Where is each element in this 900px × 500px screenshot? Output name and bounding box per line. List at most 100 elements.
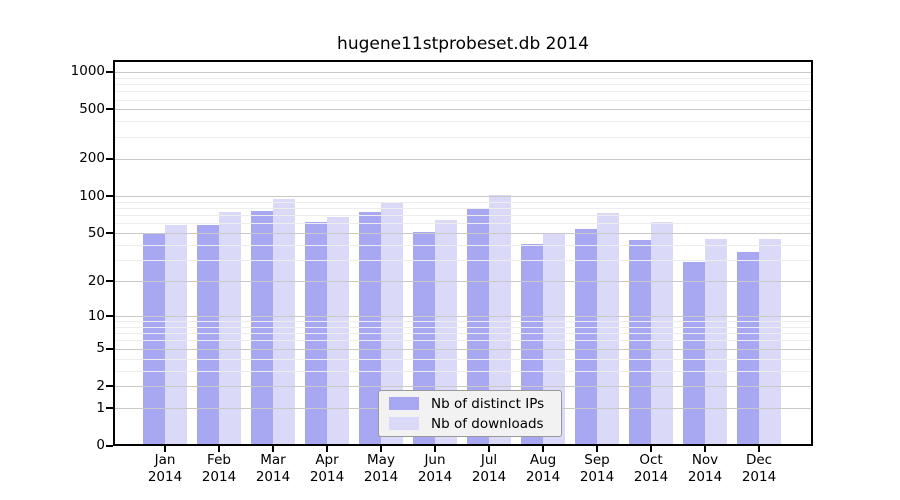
bar-distinct-ips-may xyxy=(359,212,381,444)
y-tick-mark-1 xyxy=(106,407,113,410)
gridline-major-20 xyxy=(115,281,811,282)
x-tick-label-jul: Jul 2014 xyxy=(471,452,507,485)
bar-distinct-ips-sep xyxy=(575,228,597,444)
bar-downloads-feb xyxy=(219,212,241,444)
y-tick-mark-50 xyxy=(106,232,113,234)
legend-swatch-downloads xyxy=(389,417,419,430)
gridline-minor-60 xyxy=(115,223,811,225)
bar-distinct-ips-feb xyxy=(197,225,219,444)
y-tick-mark-5 xyxy=(106,347,113,350)
y-tick-mark-1000 xyxy=(106,70,113,73)
y-tick-label-1: 1 xyxy=(96,399,105,416)
bar-distinct-ips-dec xyxy=(737,251,759,444)
bar-downloads-jun xyxy=(435,219,457,444)
chart-title: hugene11stprobeset.db 2014 xyxy=(337,34,589,54)
bar-downloads-jan xyxy=(165,225,187,444)
gridline-major-500 xyxy=(115,109,811,111)
y-tick-label-500: 500 xyxy=(79,100,105,117)
bar-distinct-ips-jan xyxy=(143,233,165,444)
legend-row-downloads: Nb of downloads xyxy=(389,416,551,432)
gridline-minor-700 xyxy=(115,91,811,93)
gridline-minor-800 xyxy=(115,84,811,85)
x-tick-label-dec: Dec 2014 xyxy=(741,452,777,485)
x-tick-label-sep: Sep 2014 xyxy=(579,452,615,485)
legend: Nb of distinct IPs Nb of downloads xyxy=(378,390,562,437)
x-tick-label-jun: Jun 2014 xyxy=(417,452,453,485)
x-tick-label-may: May 2014 xyxy=(363,452,399,485)
x-tick-mark-mar xyxy=(272,446,274,452)
bar-downloads-jul xyxy=(489,195,511,444)
x-tick-mark-jul xyxy=(488,446,490,452)
gridline-minor-9 xyxy=(115,321,811,323)
gridline-major-50 xyxy=(115,233,811,234)
y-tick-label-0: 0 xyxy=(96,437,105,454)
gridline-minor-70 xyxy=(115,215,811,217)
x-tick-mark-dec xyxy=(758,446,760,452)
plot-inner xyxy=(115,62,811,444)
gridline-minor-40 xyxy=(115,244,811,246)
x-tick-mark-may xyxy=(380,446,382,452)
y-tick-label-50: 50 xyxy=(87,224,105,241)
x-tick-label-oct: Oct 2014 xyxy=(633,452,669,485)
x-tick-label-nov: Nov 2014 xyxy=(687,452,723,485)
x-tick-label-feb: Feb 2014 xyxy=(201,452,237,485)
y-tick-mark-100 xyxy=(106,195,113,197)
legend-row-distinct-ips: Nb of distinct IPs xyxy=(389,396,551,412)
x-tick-mark-jun xyxy=(434,446,436,452)
gridline-major-200 xyxy=(115,158,811,160)
y-tick-mark-0 xyxy=(106,444,113,447)
legend-label-distinct-ips: Nb of distinct IPs xyxy=(431,395,545,412)
x-tick-mark-aug xyxy=(542,446,544,452)
gridline-minor-90 xyxy=(115,201,811,203)
gridline-major-1000 xyxy=(115,71,811,73)
x-tick-label-apr: Apr 2014 xyxy=(309,452,345,485)
bar-distinct-ips-oct xyxy=(629,239,651,444)
gridline-minor-900 xyxy=(115,77,811,79)
gridline-minor-600 xyxy=(115,99,811,101)
gridline-major-2 xyxy=(115,386,811,388)
x-tick-mark-feb xyxy=(218,446,220,452)
y-tick-label-100: 100 xyxy=(79,187,105,204)
x-tick-mark-sep xyxy=(596,446,598,452)
y-tick-label-1000: 1000 xyxy=(70,63,105,80)
gridline-minor-400 xyxy=(115,121,811,123)
gridline-minor-8 xyxy=(115,326,811,328)
y-tick-label-200: 200 xyxy=(79,150,105,167)
gridline-major-5 xyxy=(115,348,811,350)
y-tick-mark-200 xyxy=(106,157,113,160)
x-tick-label-mar: Mar 2014 xyxy=(255,452,291,485)
x-tick-mark-apr xyxy=(326,446,328,452)
gridline-minor-80 xyxy=(115,208,811,209)
bar-distinct-ips-jul xyxy=(467,209,489,444)
gridline-minor-4 xyxy=(115,358,811,360)
gridline-major-100 xyxy=(115,196,811,197)
gridline-minor-300 xyxy=(115,136,811,138)
y-tick-mark-2 xyxy=(106,385,113,388)
y-tick-mark-500 xyxy=(106,108,113,111)
gridline-major-10 xyxy=(115,316,811,317)
y-tick-mark-10 xyxy=(106,315,113,317)
bar-downloads-may xyxy=(381,201,403,444)
legend-swatch-distinct-ips xyxy=(389,397,419,410)
y-tick-mark-20 xyxy=(106,280,113,282)
bar-distinct-ips-apr xyxy=(305,221,327,444)
bar-downloads-apr xyxy=(327,217,349,444)
legend-label-downloads: Nb of downloads xyxy=(431,415,544,432)
gridline-minor-7 xyxy=(115,333,811,335)
gridline-minor-30 xyxy=(115,259,811,261)
gridline-minor-6 xyxy=(115,340,811,342)
y-tick-label-2: 2 xyxy=(96,377,105,394)
x-tick-mark-oct xyxy=(650,446,652,452)
gridline-minor-3 xyxy=(115,370,811,372)
y-tick-label-10: 10 xyxy=(87,307,105,324)
bar-distinct-ips-nov xyxy=(683,261,705,444)
y-tick-label-5: 5 xyxy=(96,340,105,357)
y-tick-label-20: 20 xyxy=(87,272,105,289)
x-tick-mark-jan xyxy=(164,446,166,452)
plot-area xyxy=(113,60,813,446)
bar-downloads-sep xyxy=(597,212,619,444)
x-tick-label-aug: Aug 2014 xyxy=(525,452,561,485)
x-tick-label-jan: Jan 2014 xyxy=(147,452,183,485)
x-tick-mark-nov xyxy=(704,446,706,452)
